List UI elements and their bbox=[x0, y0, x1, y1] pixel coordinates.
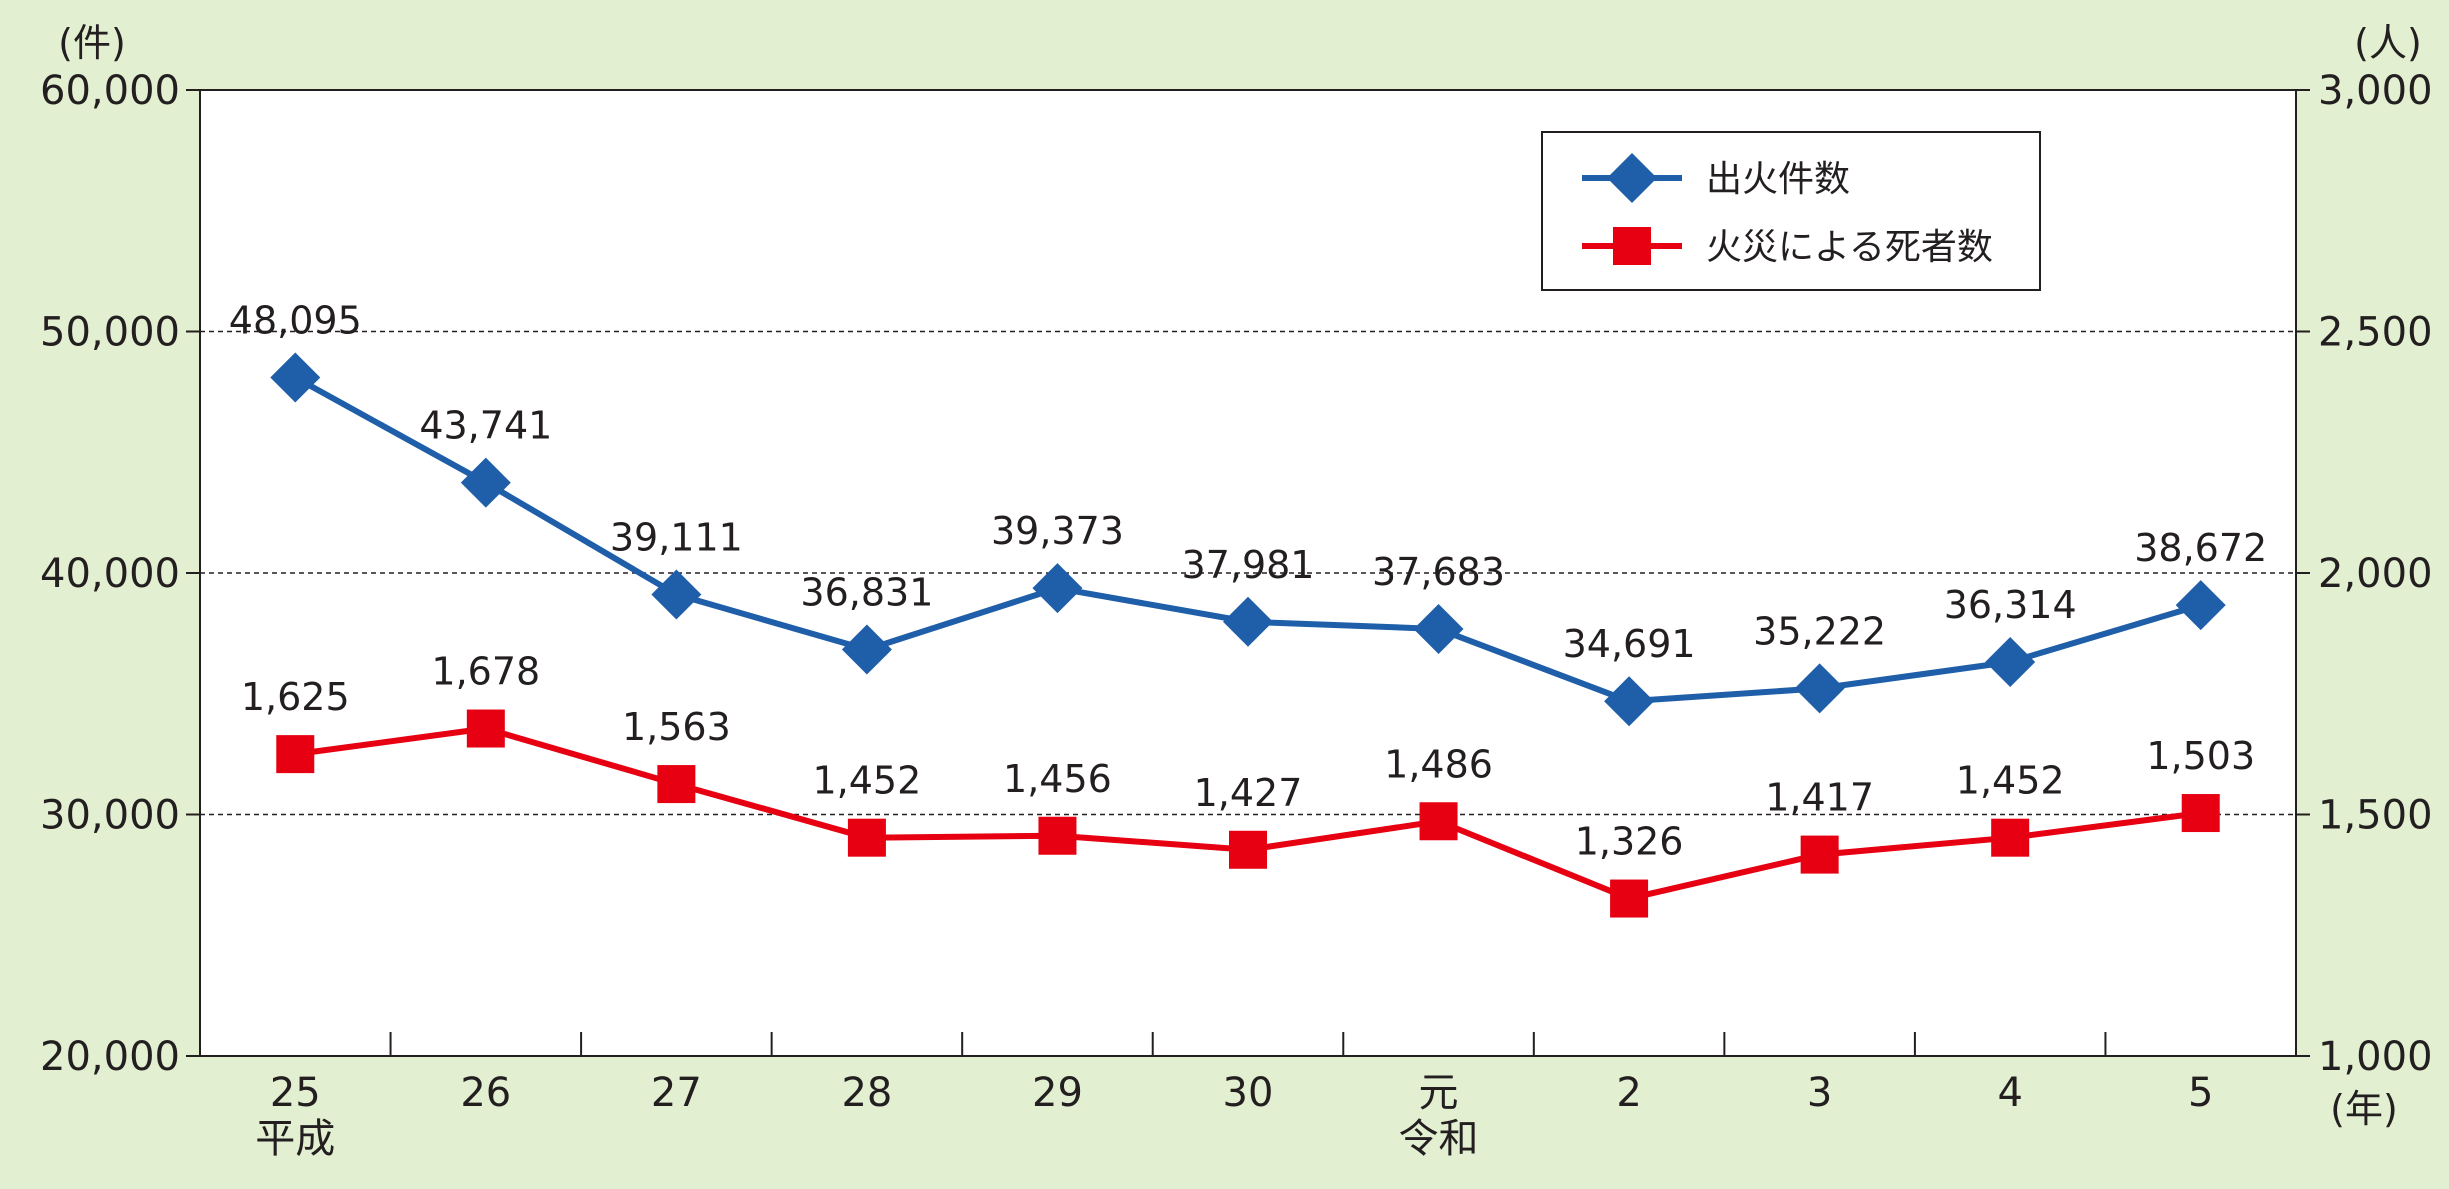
data-point-0 bbox=[1985, 637, 2036, 688]
x-tick-label: 26 bbox=[460, 1070, 511, 1116]
data-point-0 bbox=[651, 569, 702, 620]
data-label-1: 1,486 bbox=[1384, 742, 1493, 786]
right-tick-label: 1,000 bbox=[2318, 1034, 2433, 1080]
right-axis-unit: (人) bbox=[2354, 21, 2422, 65]
data-label-0: 39,111 bbox=[610, 515, 743, 559]
data-label-1: 1,625 bbox=[241, 675, 350, 719]
data-label-0: 36,831 bbox=[800, 571, 933, 615]
x-tick-label: 29 bbox=[1032, 1070, 1083, 1116]
x-tick-label: 3 bbox=[1807, 1070, 1832, 1116]
data-label-0: 37,981 bbox=[1182, 543, 1315, 587]
data-point-0 bbox=[1413, 603, 1464, 654]
data-label-1: 1,326 bbox=[1575, 820, 1684, 864]
data-point-1 bbox=[466, 709, 505, 748]
data-label-0: 34,691 bbox=[1563, 622, 1696, 666]
data-point-0 bbox=[841, 624, 892, 675]
data-label-0: 48,095 bbox=[229, 299, 362, 343]
data-label-1: 1,503 bbox=[2146, 734, 2255, 778]
era-label: 平成 bbox=[255, 1116, 335, 1162]
data-label-0: 43,741 bbox=[419, 404, 552, 448]
data-point-0 bbox=[1604, 676, 1655, 727]
data-point-0 bbox=[2175, 580, 2226, 631]
x-tick-label: 5 bbox=[2188, 1070, 2213, 1116]
x-tick-label: 27 bbox=[651, 1070, 702, 1116]
left-tick-label: 30,000 bbox=[40, 793, 180, 839]
data-point-1 bbox=[276, 735, 315, 774]
data-label-1: 1,452 bbox=[1956, 759, 2065, 803]
data-label-1: 1,427 bbox=[1194, 771, 1303, 815]
x-tick-label: 25 bbox=[270, 1070, 321, 1116]
x-axis-unit: (年) bbox=[2330, 1087, 2398, 1131]
legend-label-deaths: 火災による死者数 bbox=[1706, 227, 1993, 268]
legend: 出火件数 火災による死者数 bbox=[1541, 131, 2041, 291]
x-tick-label: 28 bbox=[841, 1070, 892, 1116]
data-point-1 bbox=[1229, 830, 1267, 869]
data-label-0: 37,683 bbox=[1372, 550, 1505, 594]
legend-marker-deaths bbox=[1613, 227, 1651, 265]
data-point-1 bbox=[847, 818, 886, 857]
data-point-0 bbox=[1032, 563, 1083, 614]
x-tick-label: 30 bbox=[1223, 1070, 1274, 1116]
data-point-0 bbox=[1223, 596, 1273, 647]
data-label-0: 35,222 bbox=[1753, 609, 1886, 653]
data-point-1 bbox=[657, 765, 696, 804]
data-label-1: 1,456 bbox=[1003, 757, 1112, 801]
data-point-1 bbox=[1991, 818, 2030, 857]
data-point-1 bbox=[1800, 835, 1839, 874]
left-tick-label: 20,000 bbox=[40, 1034, 180, 1080]
data-point-1 bbox=[2181, 794, 2220, 833]
x-tick-label: 元 bbox=[1419, 1070, 1459, 1116]
left-tick-label: 60,000 bbox=[40, 68, 180, 114]
data-label-1: 1,417 bbox=[1765, 776, 1874, 820]
right-tick-label: 3,000 bbox=[2318, 68, 2433, 114]
data-label-0: 39,373 bbox=[991, 509, 1124, 553]
legend-label-fires: 出火件数 bbox=[1706, 159, 1850, 200]
gridlines bbox=[200, 330, 2296, 816]
data-label-1: 1,563 bbox=[622, 705, 731, 749]
data-point-1 bbox=[1610, 879, 1649, 918]
data-label-0: 36,314 bbox=[1944, 583, 2077, 627]
x-tick-label: 2 bbox=[1616, 1070, 1641, 1116]
legend-marker-fires bbox=[1607, 153, 1657, 203]
data-label-1: 1,452 bbox=[813, 759, 922, 803]
left-tick-label: 40,000 bbox=[40, 551, 180, 597]
data-point-0 bbox=[270, 352, 321, 403]
right-tick-label: 2,500 bbox=[2318, 310, 2433, 356]
data-point-1 bbox=[1419, 802, 1458, 841]
data-label-1: 1,678 bbox=[431, 650, 540, 694]
right-tick-label: 2,000 bbox=[2318, 551, 2433, 597]
era-label: 令和 bbox=[1399, 1116, 1479, 1162]
data-point-1 bbox=[1038, 816, 1077, 855]
data-label-0: 38,672 bbox=[2134, 526, 2267, 570]
data-point-0 bbox=[1794, 663, 1845, 714]
x-tick-label: 4 bbox=[1997, 1070, 2022, 1116]
series: 48,095 43,741 39,111 36,831 39,373 37,981 37,6… bbox=[229, 299, 2267, 918]
right-tick-label: 1,500 bbox=[2318, 793, 2433, 839]
axes: 20,000 30,000 40,000 50,000 60,000 1,000 1,500… bbox=[40, 68, 2432, 1162]
left-axis-unit: (件) bbox=[58, 21, 126, 65]
left-tick-label: 50,000 bbox=[40, 310, 180, 356]
data-point-0 bbox=[460, 457, 511, 508]
